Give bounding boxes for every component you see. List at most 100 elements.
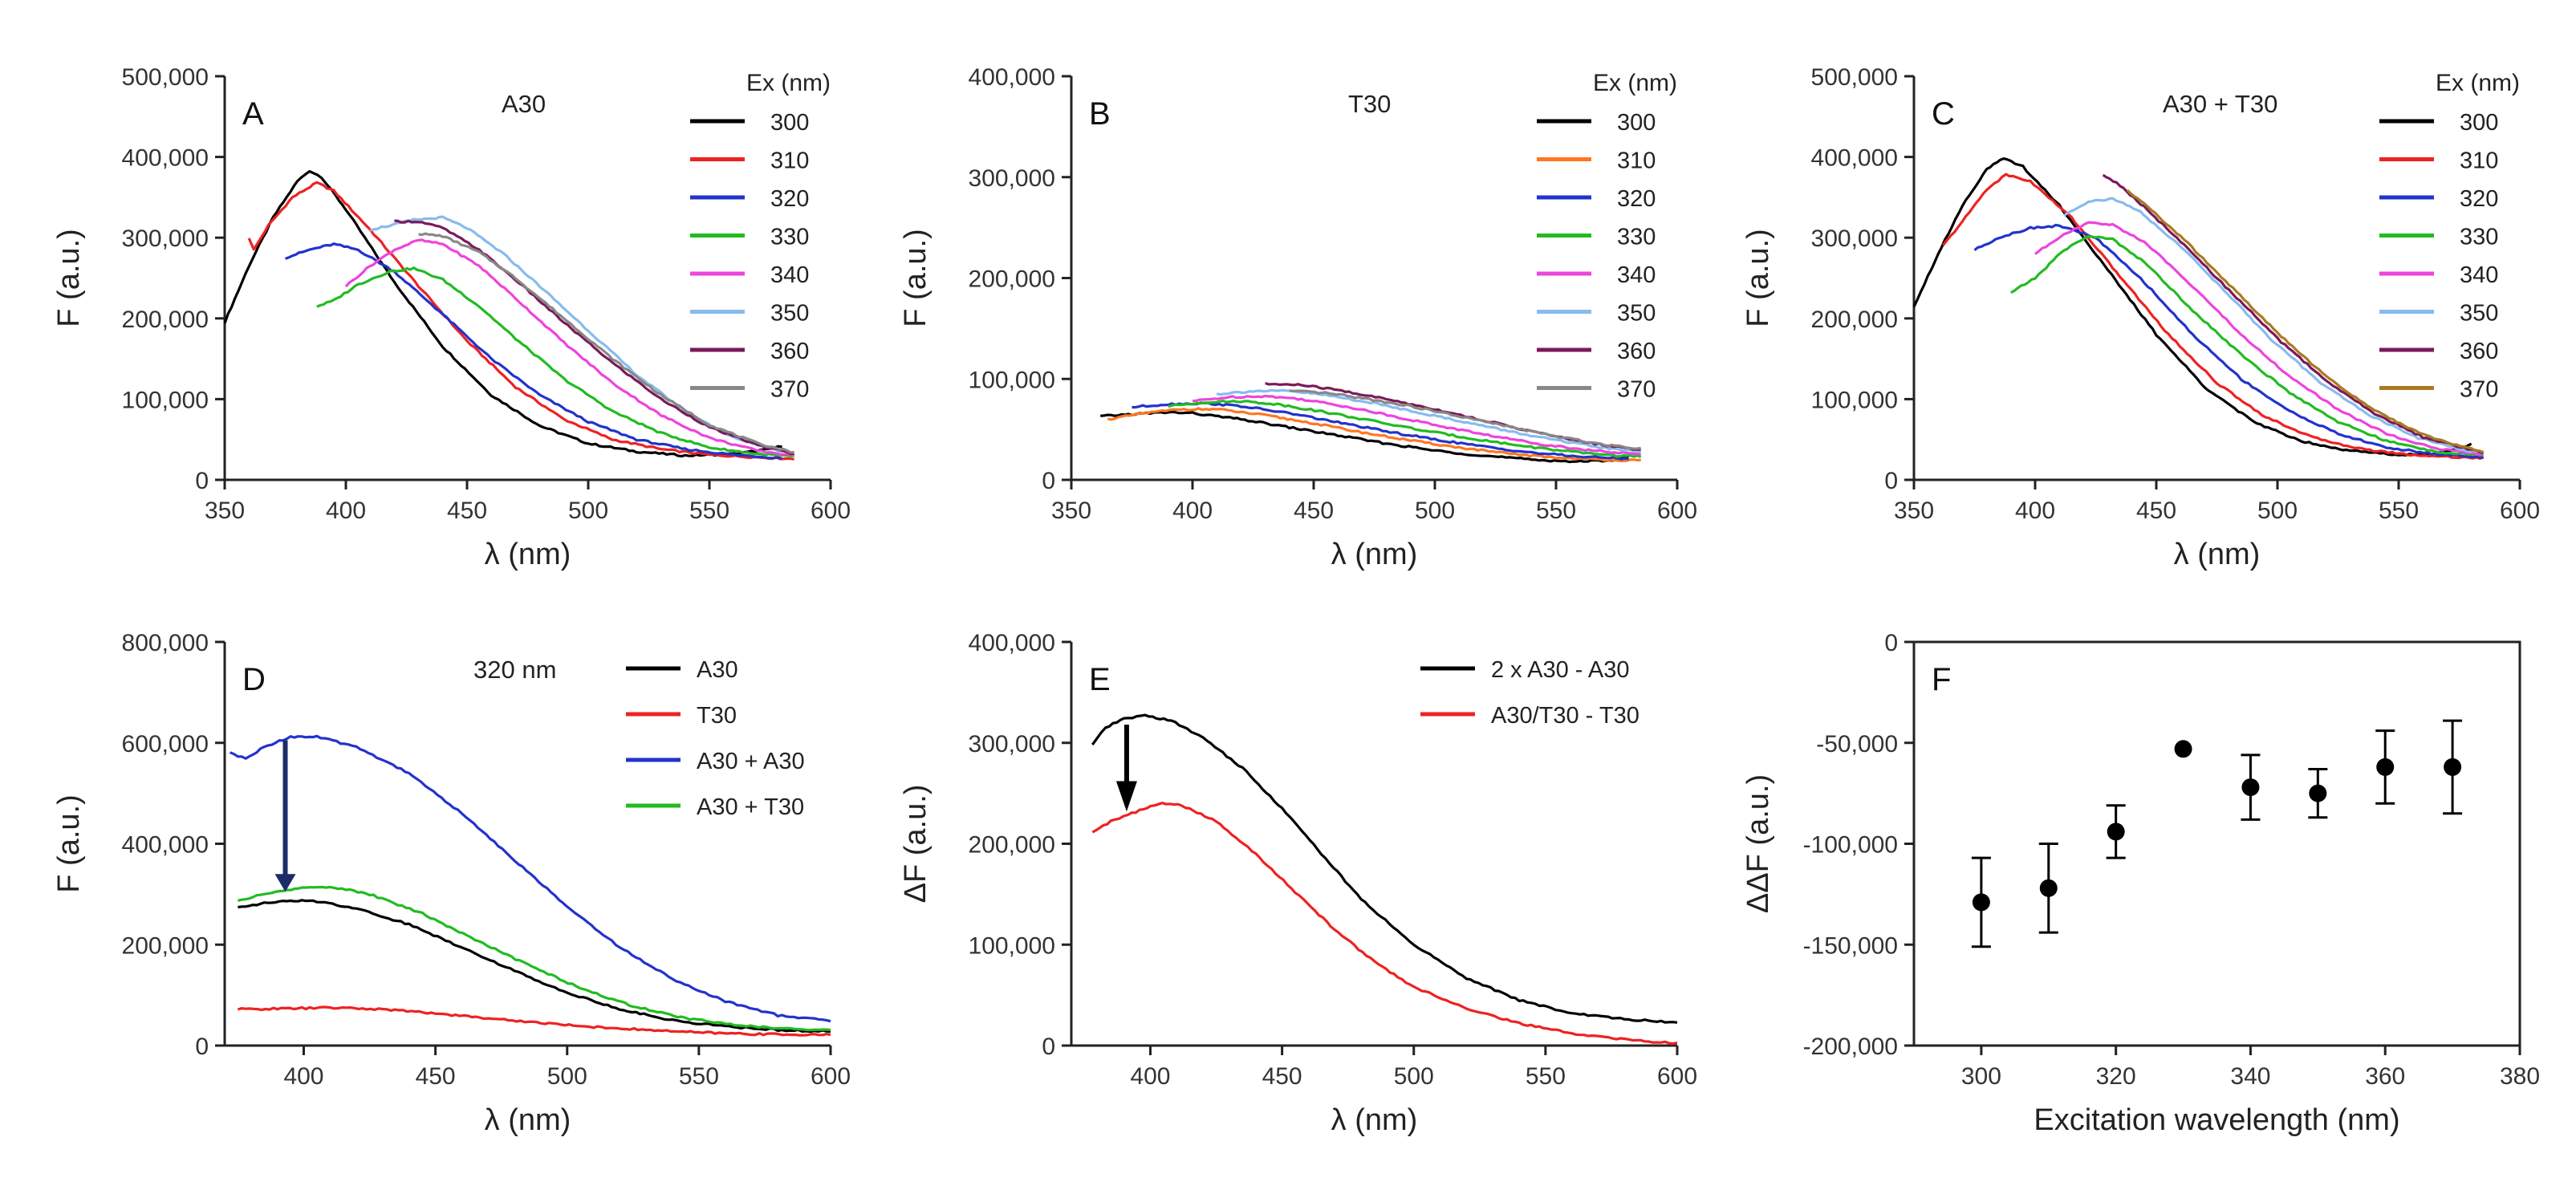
panel-c-x-label: λ (nm) [2174, 538, 2261, 571]
panel-f-y-tick-label: -50,000 [1816, 731, 1898, 757]
panel-d-y-tick-label: 400,000 [122, 832, 209, 859]
panel-a-series-320 [284, 242, 783, 461]
panel-c-y-tick-label: 100,000 [1811, 387, 1898, 413]
panel-d-x-label: λ (nm) [485, 1103, 571, 1137]
panel-a-x-label: λ (nm) [485, 538, 571, 571]
panel-e-y-tick-label: 200,000 [969, 832, 1055, 859]
panel-b: 350 400 450 500 550 600 0 100,000 200,000 300,000… [899, 64, 1697, 571]
panel-d-legend-label: A30 + A30 [697, 749, 805, 774]
panel-b-legend-label: 360 [1617, 339, 1656, 364]
panel-c-x-tick-label: 450 [2136, 498, 2176, 524]
panel-a-legend: Ex (nm) 300 310 320 330 340 350 360 370 [690, 70, 831, 403]
panel-e-x-tick-label: 450 [1262, 1063, 1302, 1090]
panel-c-series-320 [1973, 223, 2484, 459]
panel-d-y-tick-label: 0 [195, 1034, 209, 1060]
panel-b-series-350 [1216, 388, 1641, 453]
panel-a-y-tick-label: 200,000 [122, 307, 209, 333]
panel-e-legend-label: 2 x A30 - A30 [1491, 657, 1630, 683]
panel-b-legend-label: 370 [1617, 377, 1656, 403]
panel-f-y-label: ΔΔF (a.u.) [1741, 774, 1775, 913]
panel-b-x-tick-label: 450 [1294, 498, 1334, 524]
panel-f-point [2174, 740, 2192, 758]
panel-c-series-370 [2126, 189, 2485, 454]
panel-c-series-310 [1941, 173, 2485, 460]
panel-b-series-300 [1100, 410, 1630, 464]
panel-b-y-tick-label: 400,000 [969, 64, 1055, 91]
panel-d-x-tick-label: 550 [679, 1063, 719, 1090]
panel-d-x-tick-label: 450 [416, 1063, 456, 1090]
panel-c-y-tick-label: 0 [1884, 468, 1898, 494]
panel-b-legend-label: 300 [1617, 110, 1656, 136]
panel-f-point [2241, 778, 2260, 797]
panel-c-series-300 [1912, 157, 2472, 457]
panel-f-point [2309, 784, 2327, 802]
panel-a-x-tick-label: 350 [205, 498, 245, 524]
panel-c-series-360 [2102, 173, 2485, 455]
panel-c-legend-label: 320 [2460, 186, 2498, 212]
panel-e-arrow-head [1115, 781, 1137, 812]
panel-c-y-tick-label: 200,000 [1811, 307, 1898, 333]
panel-f-y-tick-label: -150,000 [1803, 932, 1898, 959]
panel-b-x-tick-label: 550 [1536, 498, 1576, 524]
panel-c-series-330 [2010, 235, 2484, 457]
panel-e-legend: 2 x A30 - A30 A30/T30 - T30 [1420, 657, 1639, 729]
panel-d-legend: A30 T30 A30 + A30 A30 + T30 [626, 657, 805, 820]
panel-b-series-330 [1168, 399, 1642, 458]
panel-a-y-label: F (a.u.) [52, 229, 86, 327]
panel-f-x-tick-label: 380 [2500, 1063, 2540, 1090]
panel-a-series-340 [344, 238, 795, 457]
panel-a-series-310 [247, 181, 794, 461]
panel-f-y-tick-label: -100,000 [1803, 832, 1898, 859]
panel-f: 300 320 340 360 380 -200,000 -150,000 -100,000 -… [1741, 630, 2540, 1137]
panel-b-x-label: λ (nm) [1331, 538, 1418, 571]
panel-f-frame [1912, 640, 2521, 1047]
panel-a-legend-label: 350 [770, 301, 809, 327]
panel-c-series-340 [2034, 221, 2484, 457]
panel-b-legend-label: 340 [1617, 262, 1656, 288]
panel-d-legend-label: A30 [697, 657, 738, 683]
panel-c-legend-label: 300 [2460, 110, 2498, 136]
panel-b-y-tick-label: 300,000 [969, 165, 1055, 192]
panel-c-x-tick-label: 500 [2257, 498, 2298, 524]
panel-a-series-370 [418, 232, 794, 454]
panel-f-x-tick-label: 300 [1961, 1063, 2001, 1090]
panel-a-series-330 [316, 266, 794, 457]
panel-c-legend-label: 310 [2460, 148, 2498, 174]
panel-b-x-tick-label: 350 [1051, 498, 1091, 524]
panel-f-y-tick-label: 0 [1884, 630, 1898, 656]
panel-f-point [2444, 757, 2462, 776]
panel-d-letter: D [242, 662, 266, 697]
panel-e: 400 450 500 550 600 0 100,000 200,000 300,000 400… [899, 630, 1697, 1137]
panel-d-arrow-head [274, 874, 296, 892]
panel-c-x-tick-label: 350 [1894, 498, 1934, 524]
panel-e-x-tick-label: 550 [1526, 1063, 1566, 1090]
panel-c-legend: Ex (nm) 300 310 320 330 340 350 360 370 [2379, 70, 2520, 403]
panel-f-x-tick-label: 340 [2230, 1063, 2270, 1090]
panel-d-series-a30-a30 [229, 734, 831, 1023]
panel-f-letter: F [1932, 662, 1951, 697]
panel-c-x-tick-label: 600 [2500, 498, 2540, 524]
panel-b-y-tick-label: 100,000 [969, 367, 1055, 393]
panel-b-series-320 [1132, 401, 1629, 461]
panel-a-legend-label: 360 [770, 339, 809, 364]
panel-b-x-tick-label: 500 [1415, 498, 1455, 524]
panel-f-point [2107, 822, 2125, 841]
panel-a-y-tick-label: 500,000 [122, 64, 209, 91]
panel-a-legend-label: 330 [770, 225, 809, 250]
panel-c-y-tick-label: 300,000 [1811, 225, 1898, 252]
panel-d-y-label: F (a.u.) [52, 794, 86, 892]
panel-a-y-tick-label: 100,000 [122, 387, 209, 413]
panel-e-y-tick-label: 400,000 [969, 630, 1055, 656]
panel-d-x-tick-label: 500 [547, 1063, 587, 1090]
panel-a-legend-label: 310 [770, 148, 809, 174]
panel-e-y-tick-label: 300,000 [969, 731, 1055, 757]
panel-b-legend-label: 350 [1617, 301, 1656, 327]
panel-e-x-tick-label: 400 [1130, 1063, 1170, 1090]
panel-a-x-tick-label: 500 [568, 498, 608, 524]
panel-f-x-label: Excitation wavelength (nm) [2034, 1103, 2399, 1137]
panel-c-legend-label: 340 [2460, 262, 2498, 288]
panel-c-legend-label: 350 [2460, 301, 2498, 327]
panel-c-x-tick-label: 550 [2379, 498, 2419, 524]
panel-a-legend-label: 370 [770, 377, 809, 403]
panel-d-series-a30 [238, 899, 831, 1034]
